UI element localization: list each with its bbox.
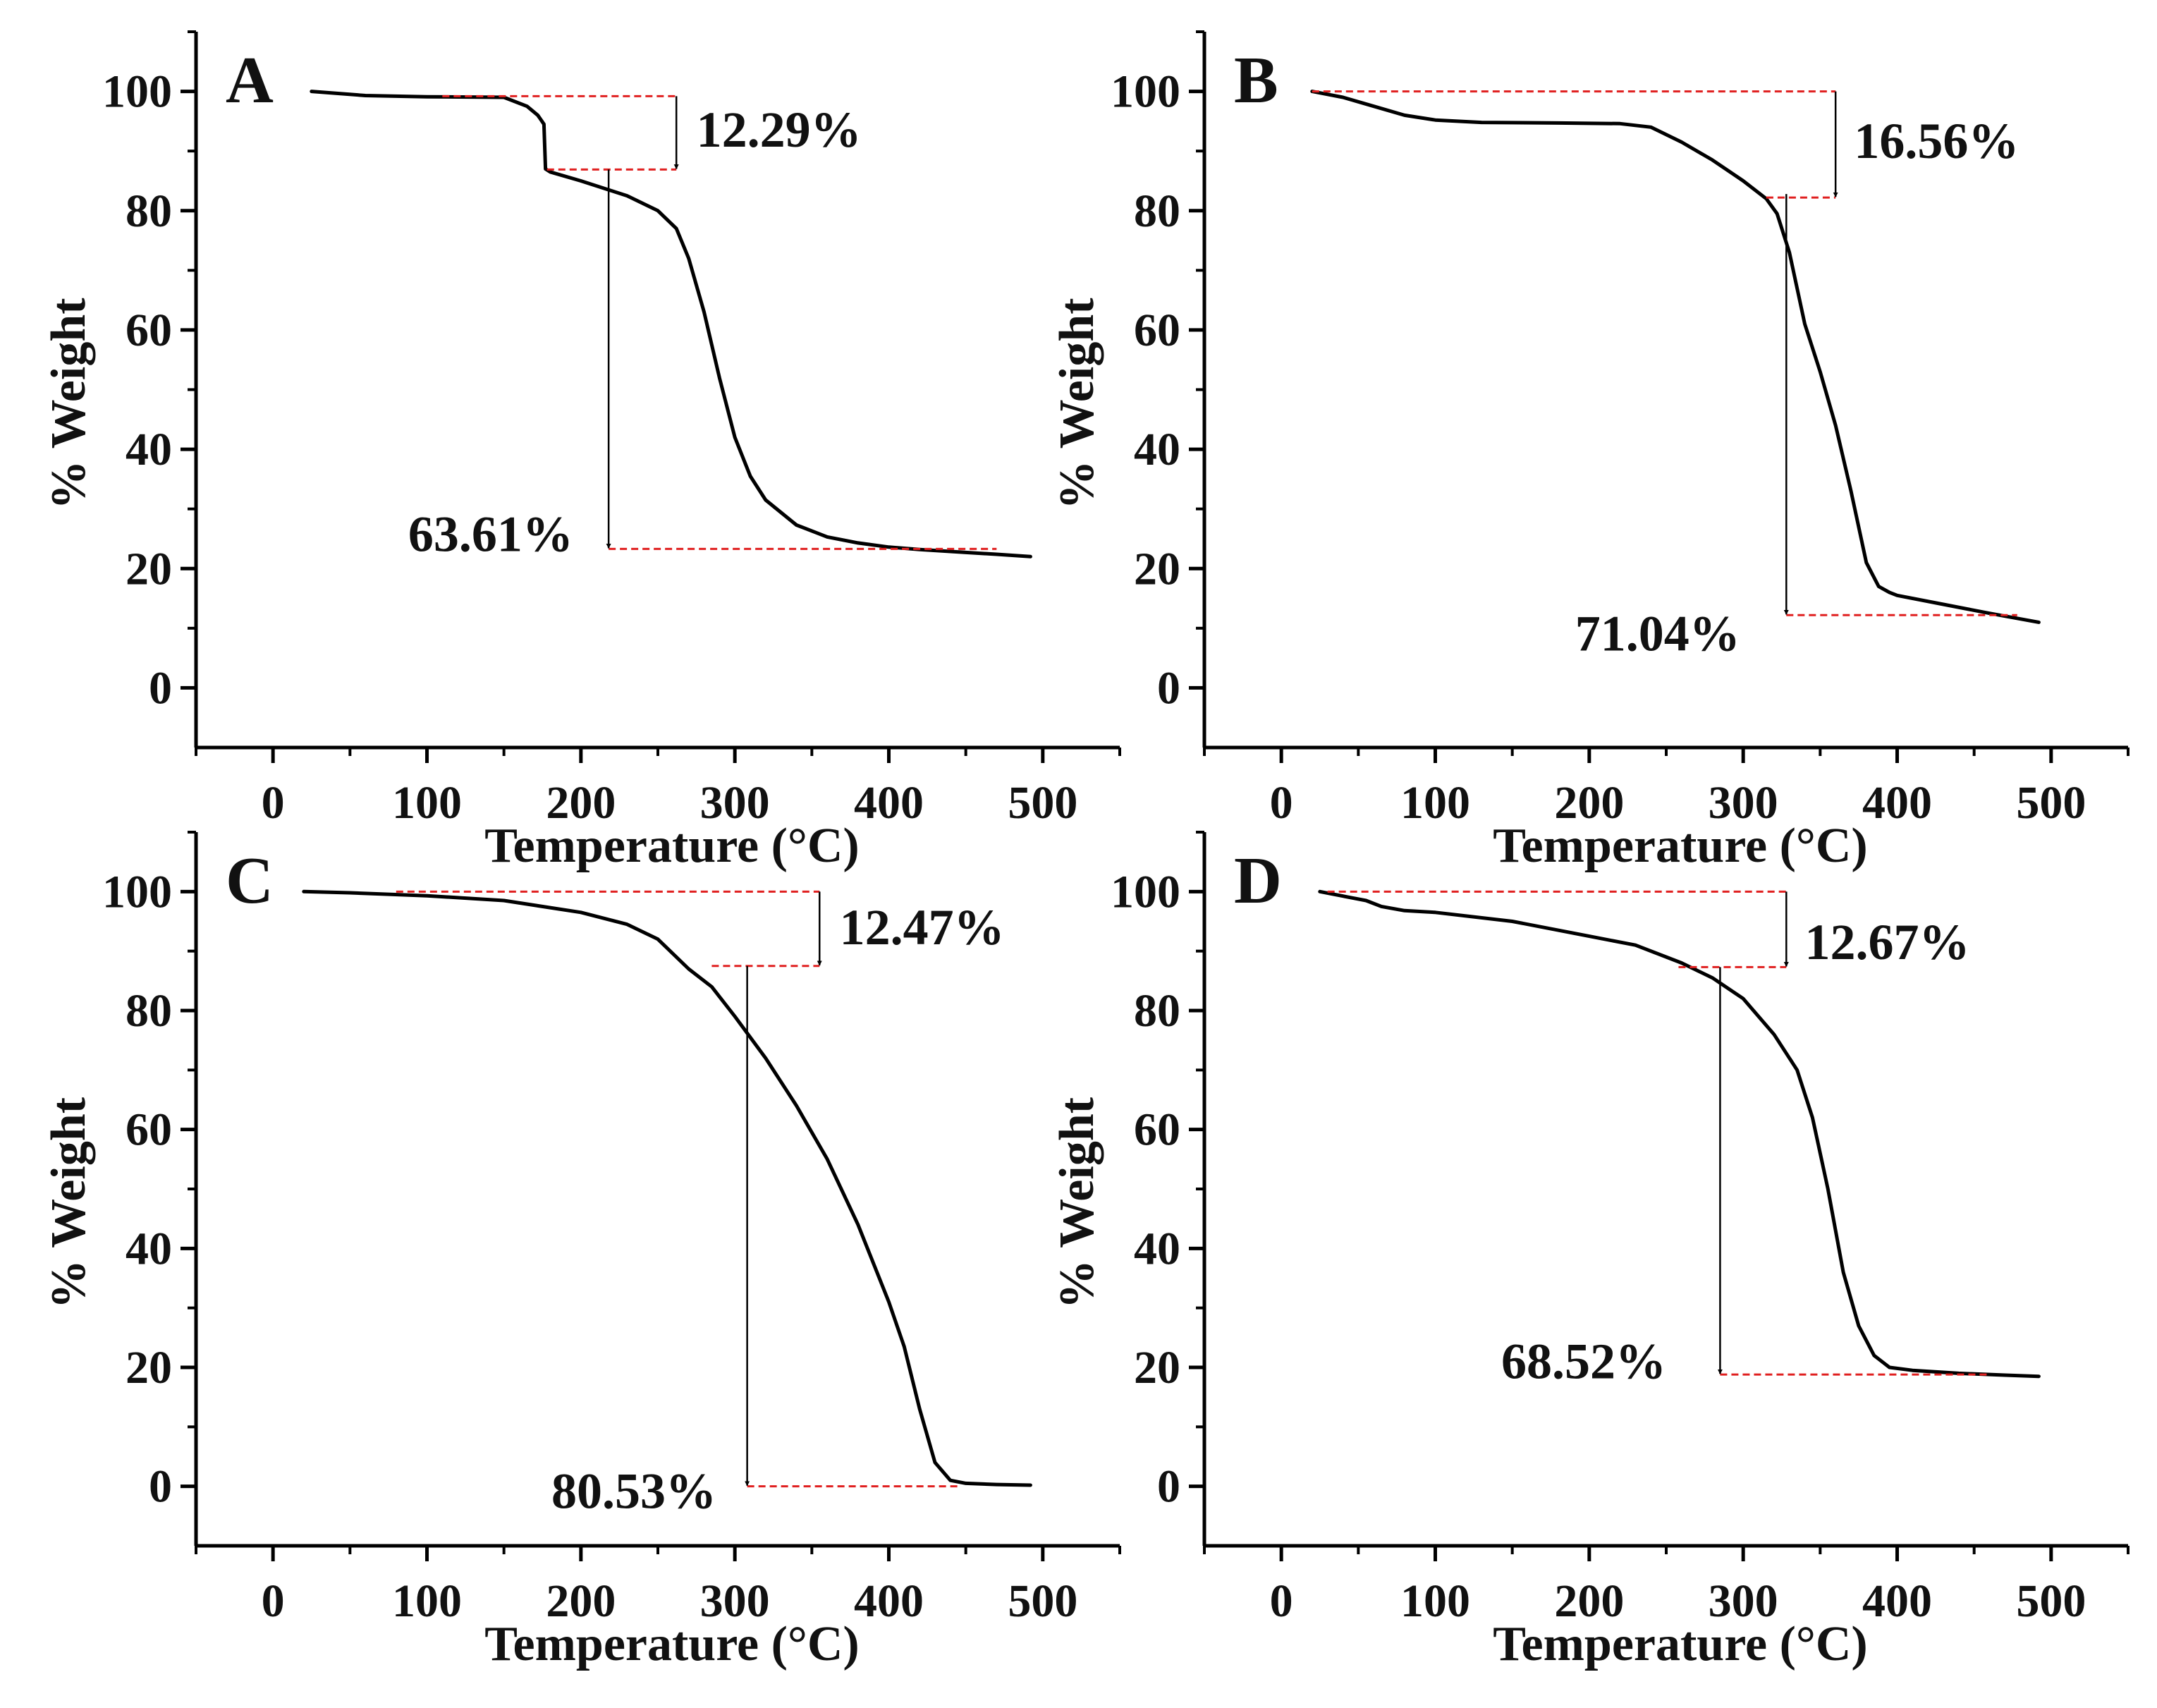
y-tick-label: 60 bbox=[1134, 1104, 1180, 1156]
tga-curve bbox=[302, 889, 1032, 1487]
y-tick-label: 20 bbox=[1134, 543, 1180, 594]
y-tick-label: 100 bbox=[1111, 866, 1180, 917]
y-tick-label: 0 bbox=[1157, 1461, 1180, 1513]
y-tick-label: 20 bbox=[126, 1342, 172, 1393]
y-tick-label: 60 bbox=[1134, 305, 1180, 356]
y-tick-label: 60 bbox=[126, 1104, 172, 1156]
x-tick-label: 200 bbox=[546, 777, 616, 829]
x-axis-title: Temperature (°C) bbox=[1493, 1617, 1868, 1671]
y-tick-label: 100 bbox=[1111, 66, 1180, 118]
y-tick-label: 40 bbox=[1134, 1223, 1180, 1274]
y-tick-label: 0 bbox=[1157, 662, 1180, 714]
panel-a: 0 100 200 300 400 500 0 20 40 60 80 100 Temperature … bbox=[42, 30, 1121, 873]
y-tick-label: 80 bbox=[126, 985, 172, 1037]
panel-letter: A bbox=[226, 44, 274, 117]
x-tick-label: 100 bbox=[392, 777, 462, 829]
x-tick-label: 0 bbox=[1270, 1575, 1293, 1627]
weight-loss-annotation: 63.61% bbox=[408, 169, 997, 562]
panel-c: 0 100 200 300 400 500 0 20 40 60 80 100 Temperature … bbox=[42, 831, 1121, 1671]
tga-curve bbox=[1310, 90, 2041, 624]
weight-loss-label: 12.29% bbox=[697, 102, 862, 158]
weight-loss-annotation: 16.56% bbox=[1312, 90, 2019, 199]
x-tick-label: 200 bbox=[1554, 777, 1624, 829]
x-tick-label: 500 bbox=[2016, 777, 2086, 829]
x-tick-label: 300 bbox=[700, 777, 770, 829]
x-tick-label: 200 bbox=[1554, 1575, 1624, 1627]
y-tick-label: 80 bbox=[1134, 985, 1180, 1037]
x-axis-title: Temperature (°C) bbox=[484, 1617, 860, 1671]
y-axis-title: % Weight bbox=[1050, 298, 1104, 509]
y-axis-title: % Weight bbox=[42, 298, 96, 509]
x-tick-label: 500 bbox=[1008, 1575, 1077, 1627]
panel-letter: C bbox=[226, 844, 274, 917]
y-tick-label: 100 bbox=[102, 866, 172, 917]
weight-loss-annotation: 12.47% bbox=[396, 890, 1005, 968]
x-tick-label: 200 bbox=[546, 1575, 616, 1627]
panel-b: 0 100 200 300 400 500 0 20 40 60 80 100 Temperature … bbox=[1050, 30, 2129, 873]
weight-loss-annotation: 12.29% bbox=[442, 94, 862, 171]
weight-loss-label: 12.47% bbox=[840, 899, 1005, 956]
x-tick-label: 300 bbox=[1709, 1575, 1778, 1627]
x-tick-label: 0 bbox=[262, 777, 285, 829]
y-tick-label: 40 bbox=[1134, 424, 1180, 475]
y-tick-label: 80 bbox=[1134, 185, 1180, 237]
x-tick-label: 400 bbox=[1862, 1575, 1932, 1627]
weight-loss-label: 63.61% bbox=[408, 506, 573, 562]
tga-curve bbox=[1318, 889, 2041, 1379]
x-tick-label: 500 bbox=[2016, 1575, 2086, 1627]
weight-loss-label: 68.52% bbox=[1501, 1334, 1666, 1390]
x-tick-label: 100 bbox=[392, 1575, 462, 1627]
weight-loss-annotation: 12.67% bbox=[1327, 890, 1970, 970]
x-tick-label: 400 bbox=[1862, 777, 1932, 829]
y-tick-label: 20 bbox=[126, 543, 172, 594]
weight-loss-annotation: 80.53% bbox=[551, 965, 958, 1520]
x-tick-label: 100 bbox=[1400, 1575, 1470, 1627]
weight-loss-label: 16.56% bbox=[1854, 113, 2019, 169]
y-tick-label: 80 bbox=[126, 185, 172, 237]
x-tick-label: 400 bbox=[854, 1575, 924, 1627]
y-tick-label: 0 bbox=[149, 662, 172, 714]
y-axis-title: % Weight bbox=[42, 1097, 96, 1309]
weight-loss-annotation: 68.52% bbox=[1501, 967, 1990, 1390]
x-tick-label: 0 bbox=[262, 1575, 285, 1627]
x-tick-label: 400 bbox=[854, 777, 924, 829]
panel-letter: B bbox=[1234, 44, 1278, 117]
x-tick-label: 300 bbox=[700, 1575, 770, 1627]
weight-loss-annotation: 71.04% bbox=[1575, 194, 2017, 662]
y-tick-label: 0 bbox=[149, 1461, 172, 1513]
y-tick-label: 20 bbox=[1134, 1342, 1180, 1393]
tga-curve bbox=[310, 90, 1032, 559]
x-tick-label: 0 bbox=[1270, 777, 1293, 829]
y-tick-label: 40 bbox=[126, 424, 172, 475]
x-tick-label: 100 bbox=[1400, 777, 1470, 829]
panel-letter: D bbox=[1234, 844, 1282, 917]
y-tick-label: 40 bbox=[126, 1223, 172, 1274]
weight-loss-label: 71.04% bbox=[1575, 606, 1740, 662]
x-axis-title: Temperature (°C) bbox=[484, 819, 860, 873]
x-axis-title: Temperature (°C) bbox=[1493, 819, 1868, 873]
weight-loss-label: 80.53% bbox=[551, 1463, 716, 1520]
y-tick-label: 100 bbox=[102, 66, 172, 118]
y-tick-label: 60 bbox=[126, 305, 172, 356]
panel-d: 0 100 200 300 400 500 0 20 40 60 80 100 Temperature … bbox=[1050, 831, 2129, 1671]
x-tick-label: 500 bbox=[1008, 777, 1077, 829]
weight-loss-label: 12.67% bbox=[1805, 914, 1970, 970]
x-tick-label: 300 bbox=[1709, 777, 1778, 829]
y-axis-title: % Weight bbox=[1050, 1097, 1104, 1309]
